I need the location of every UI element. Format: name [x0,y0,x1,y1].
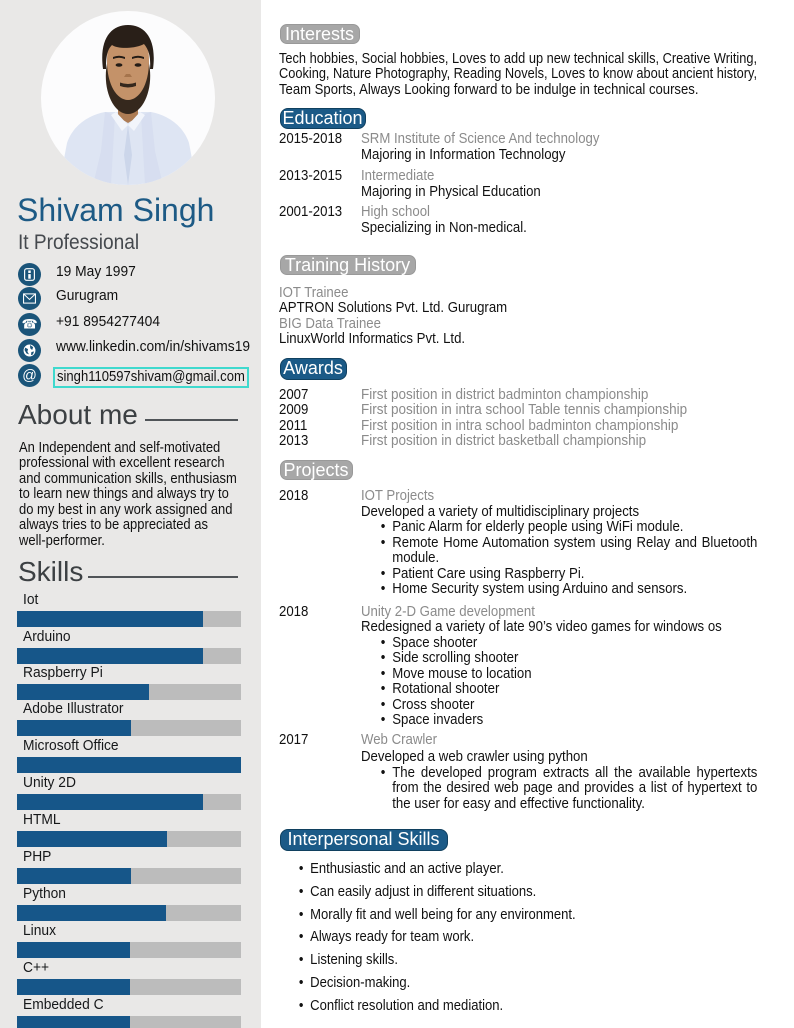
svg-text:@: @ [22,368,37,384]
svg-text:☎: ☎ [21,317,37,332]
